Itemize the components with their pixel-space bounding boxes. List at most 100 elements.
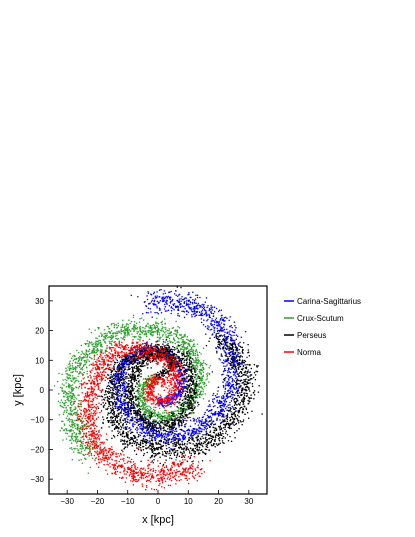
scatter-point [88,356,91,358]
scatter-point [72,355,74,357]
scatter-point [141,312,144,315]
scatter-point [197,356,199,359]
scatter-point [202,389,204,391]
scatter-point [148,437,151,439]
scatter-point [137,338,139,340]
scatter-point [120,328,122,331]
scatter-point [193,407,196,409]
scatter-point [202,305,205,307]
scatter-point [185,303,188,306]
scatter-point [82,447,84,450]
scatter-point [172,337,175,340]
scatter-point [233,361,235,364]
scatter-point [113,326,116,329]
scatter-point [182,335,184,338]
scatter-point [220,322,223,324]
scatter-point [175,294,177,296]
scatter-point [136,389,139,391]
scatter-point [109,336,111,339]
scatter-point [162,300,165,302]
scatter-point [180,403,183,406]
scatter-point [215,347,217,349]
scatter-point [111,412,114,415]
scatter-point [187,311,190,313]
scatter-point [168,332,171,335]
scatter-point [138,373,140,375]
scatter-point [144,408,146,410]
scatter-point [195,388,198,390]
scatter-point [196,354,199,356]
scatter-point [219,400,222,402]
scatter-point [128,387,130,390]
scatter-point [145,333,147,335]
scatter-point [68,367,70,370]
scatter-point [95,344,97,347]
scatter-point [171,423,173,425]
scatter-point [242,341,245,344]
scatter-point [140,330,142,332]
scatter-point [95,337,97,339]
scatter-point [140,396,142,398]
scatter-point [59,404,62,407]
scatter-point [124,392,126,395]
scatter-point [123,369,125,371]
scatter-point [160,321,162,324]
scatter-point [150,407,152,410]
scatter-point [76,349,78,352]
scatter-point [161,419,164,421]
scatter-point [71,448,73,451]
scatter-point [234,329,236,331]
scatter-point [182,418,184,420]
scatter-point [162,330,164,332]
scatter-point [191,368,193,370]
scatter-point [137,369,139,371]
scatter-point [202,366,204,369]
scatter-point [94,447,97,450]
scatter-point [187,429,189,432]
scatter-point [185,423,187,425]
scatter-point [122,381,125,384]
scatter-point [78,373,80,375]
scatter-point [146,401,148,403]
scatter-point [122,392,125,394]
scatter-point [134,376,136,379]
scatter-point [53,385,56,387]
scatter-point [205,379,207,381]
scatter-point [159,370,162,373]
scatter-point [83,359,86,362]
scatter-point [155,360,158,362]
scatter-point [179,306,182,309]
scatter-point [190,388,192,390]
scatter-point [110,373,112,376]
scatter-point [72,366,74,369]
scatter-point [76,412,78,415]
scatter-point [190,406,193,408]
scatter-point [180,286,182,289]
scatter-point [184,390,186,392]
scatter-point [173,434,176,437]
scatter-point [156,324,158,327]
scatter-point [216,330,219,333]
scatter-point [135,335,137,338]
scatter-point [71,395,74,397]
scatter-point [240,375,243,377]
scatter-point [226,397,228,399]
scatter-point [195,382,198,384]
scatter-point [209,323,212,325]
scatter-point [69,412,71,415]
scatter-point [114,401,117,404]
scatter-point [188,408,190,410]
scatter-point [163,412,166,414]
scatter-point [235,392,237,394]
scatter-point [156,291,158,293]
scatter-point [143,434,146,437]
scatter-point [172,421,174,424]
scatter-point [189,357,192,359]
scatter-point [79,357,81,360]
scatter-point [189,419,192,422]
scatter-point [103,329,106,331]
scatter-point [80,344,83,347]
scatter-point [89,466,92,469]
scatter-point [162,369,164,371]
scatter-point [78,405,81,408]
